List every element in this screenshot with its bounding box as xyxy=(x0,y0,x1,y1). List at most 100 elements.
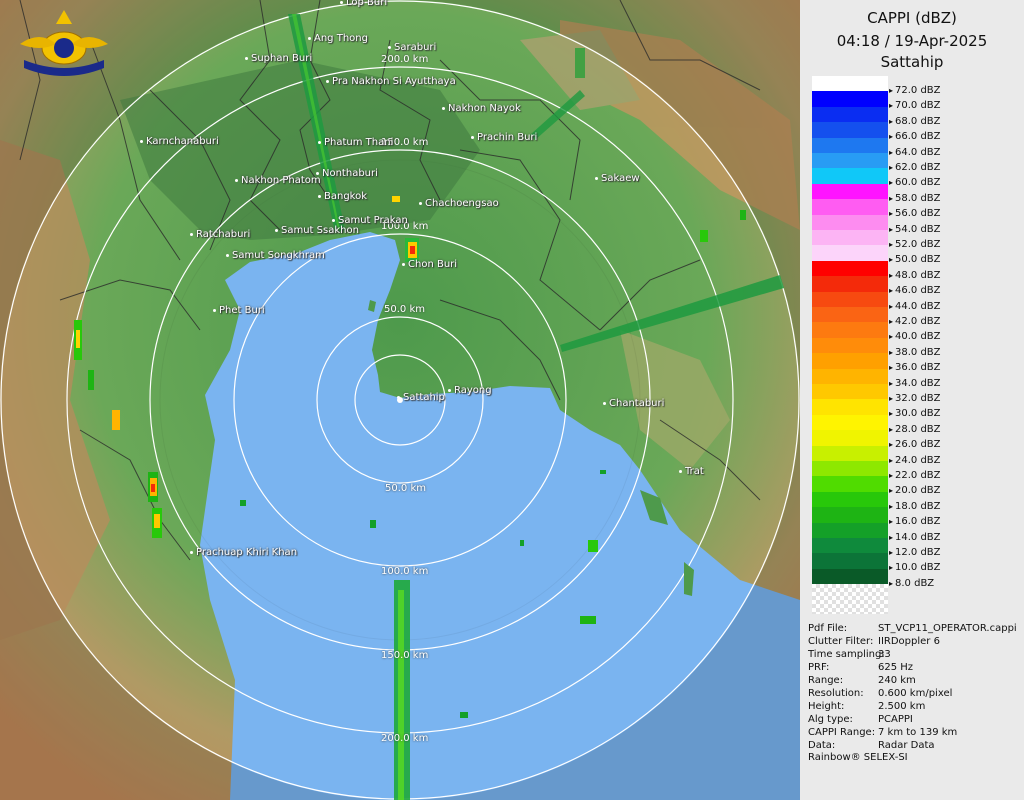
scale-swatch xyxy=(812,522,888,538)
scale-swatch xyxy=(812,230,888,246)
scale-tick-label: 12.0 dBZ xyxy=(889,548,1009,558)
scale-swatch xyxy=(812,260,888,277)
scale-tick-label: 30.0 dBZ xyxy=(889,409,1009,419)
ring-label-200-north: 200.0 km xyxy=(381,54,429,65)
info-value: 2.500 km xyxy=(878,701,926,712)
info-value: 33 xyxy=(878,649,891,660)
scale-swatch xyxy=(812,553,888,569)
scale-tick-label: 8.0 dBZ xyxy=(889,578,1009,589)
info-key: Range: xyxy=(808,675,844,686)
place-label: Chantaburi xyxy=(603,398,664,409)
place-label: Chon Buri xyxy=(402,259,457,270)
place-label: Samut Ssakhon xyxy=(275,225,359,236)
range-ring-inner xyxy=(354,354,446,446)
scale-swatch xyxy=(812,291,888,307)
info-key: Resolution: xyxy=(808,688,864,699)
scale-swatch xyxy=(812,568,888,585)
ring-label-200: 200.0 km xyxy=(381,733,429,744)
info-key: Pdf File: xyxy=(808,623,848,634)
scale-tick-label: 64.0 dBZ xyxy=(889,147,1009,158)
scale-tick-label: 20.0 dBZ xyxy=(889,486,1009,496)
scale-swatch xyxy=(812,214,888,230)
place-label: Bangkok xyxy=(318,191,367,202)
info-key: Height: xyxy=(808,701,845,712)
radar-map[interactable]: 50.0 km 100.0 km 150.0 km 200.0 km 50.0 … xyxy=(0,0,800,800)
info-key: CAPPI Range: xyxy=(808,727,876,738)
scale-tick-label: 10.0 dBZ xyxy=(889,563,1009,573)
place-label: Sakaew xyxy=(595,173,640,184)
scale-swatch xyxy=(812,91,888,107)
scale-tick-label: 50.0 dBZ xyxy=(889,255,1009,265)
scale-tick-label: 14.0 dBZ xyxy=(889,532,1009,543)
range-ring-100 xyxy=(233,233,567,567)
place-label: Saraburi xyxy=(388,42,436,53)
scale-swatch xyxy=(812,137,888,153)
info-value: PCAPPI xyxy=(878,714,913,725)
scale-swatch xyxy=(812,76,888,92)
info-value: 240 km xyxy=(878,675,916,686)
scale-tick-label: 46.0 dBZ xyxy=(889,286,1009,296)
scale-swatch xyxy=(812,183,888,200)
place-label: Samut Songkhram xyxy=(226,250,325,261)
scale-swatch xyxy=(812,476,888,492)
ring-label-100: 100.0 km xyxy=(381,566,429,577)
info-value: Radar Data xyxy=(878,740,935,751)
scale-swatch xyxy=(812,153,888,169)
info-value: 625 Hz xyxy=(878,662,914,673)
scale-swatch xyxy=(812,461,888,477)
place-label: Ratchaburi xyxy=(190,229,250,240)
province-boundaries xyxy=(19,0,761,561)
islands xyxy=(368,300,694,596)
info-row: Data: Radar Data xyxy=(808,739,1024,752)
scale-swatch xyxy=(812,276,888,292)
scale-swatch xyxy=(812,307,888,323)
scale-tick-label: 72.0 dBZ xyxy=(889,86,1009,96)
info-row: PRF: 625 Hz xyxy=(808,661,1024,674)
scale-tick-label: 48.0 dBZ xyxy=(889,270,1009,281)
place-label: Prachin Buri xyxy=(471,132,537,143)
scale-tick-label: 40.0 dBZ xyxy=(889,332,1009,342)
scale-tick-label: 70.0 dBZ xyxy=(889,101,1009,111)
legend-panel: CAPPI (dBZ) 04:18 / 19-Apr-2025 Sattahip… xyxy=(800,0,1024,800)
place-label: Samut Prakan xyxy=(332,215,408,226)
scale-swatch xyxy=(812,368,888,384)
central-plain xyxy=(120,60,480,240)
range-ring-50 xyxy=(316,316,484,484)
place-label: Lop Buri xyxy=(340,0,387,8)
software-credit: Rainbow® SELEX-SI xyxy=(808,752,908,763)
place-label: Suphan Buri xyxy=(245,53,312,64)
info-value: ST_VCP11_OPERATOR.cappi xyxy=(878,623,1017,634)
timestamp: 04:18 / 19-Apr-2025 xyxy=(836,32,988,50)
scale-swatch xyxy=(812,491,888,508)
scale-tick-label: 18.0 dBZ xyxy=(889,501,1009,512)
info-key: Time sampling: xyxy=(808,649,885,660)
scale-tick-label: 38.0 dBZ xyxy=(889,347,1009,358)
scale-tick-label: 44.0 dBZ xyxy=(889,301,1009,312)
scale-swatch xyxy=(812,245,888,261)
place-label: Sattahip xyxy=(397,392,445,403)
place-label: Chachoengsao xyxy=(419,198,499,209)
scale-swatch xyxy=(812,507,888,523)
scale-swatch xyxy=(812,322,888,338)
scale-tick-label: 22.0 dBZ xyxy=(889,471,1009,481)
scale-tick-label: 28.0 dBZ xyxy=(889,424,1009,435)
scale-tick-label: 36.0 dBZ xyxy=(889,363,1009,373)
scale-tick-label: 16.0 dBZ xyxy=(889,517,1009,527)
ring-label-150-north: 150.0 km xyxy=(381,137,429,148)
place-label: Nakhon Phatom xyxy=(235,175,321,186)
scale-swatch xyxy=(812,199,888,215)
info-row: Clutter Filter: IIRDoppler 6 xyxy=(808,635,1024,648)
scale-swatch xyxy=(812,122,888,138)
station-name: Sattahip xyxy=(880,53,944,71)
scale-swatch xyxy=(812,337,888,354)
scale-tick-label: 32.0 dBZ xyxy=(889,394,1009,404)
place-label: Trat xyxy=(679,466,704,477)
place-label: Rayong xyxy=(448,385,492,396)
product-title: CAPPI (dBZ) xyxy=(867,9,957,27)
ring-label-100-north: 100.0 km xyxy=(381,221,429,232)
ring-label-150: 150.0 km xyxy=(381,650,429,661)
ring-label-50-north: 50.0 km xyxy=(384,304,425,315)
place-label: Ang Thong xyxy=(308,33,368,44)
info-row: Alg type: PCAPPI xyxy=(808,713,1024,726)
info-value: 0.600 km/pixel xyxy=(878,688,953,699)
